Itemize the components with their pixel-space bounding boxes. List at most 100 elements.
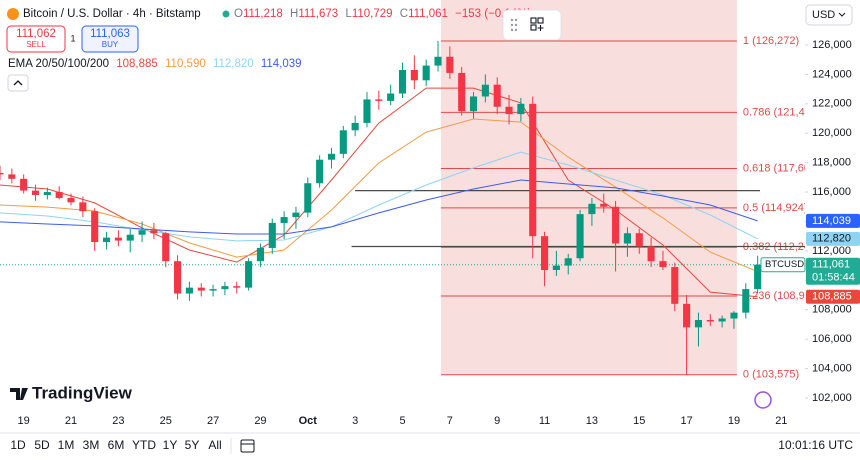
candle-body (623, 233, 631, 244)
candle-body (694, 320, 703, 328)
sell-label[interactable]: SELL (26, 40, 46, 49)
range-button[interactable]: 5Y (185, 438, 200, 452)
candle-body (197, 287, 205, 291)
market-status (222, 10, 230, 18)
fib-label: 0.786 (121,415) (743, 106, 821, 118)
candle-body (245, 261, 253, 288)
range-button[interactable]: All (208, 438, 221, 452)
ohlc-key: H (290, 8, 298, 20)
candle-body (635, 233, 643, 247)
y-tick-label: 118,000 (812, 157, 851, 169)
candle-body (91, 211, 99, 243)
candle-body (102, 237, 111, 243)
x-tick-label: 7 (447, 415, 453, 427)
replay-icon[interactable] (754, 391, 772, 409)
drag-handle[interactable] (510, 18, 518, 32)
candle-body (647, 246, 655, 262)
candle-body (233, 286, 241, 288)
candle-body (0, 172, 4, 175)
floating-toolbar[interactable] (502, 9, 562, 41)
fib-label: 0.5 (114,924) (743, 202, 808, 214)
fib-shade (440, 0, 737, 375)
buy-label[interactable]: BUY (102, 40, 119, 49)
buy-button[interactable]: 111,063 BUY (81, 25, 139, 53)
candle-body (375, 99, 383, 101)
candle-body (718, 318, 726, 322)
indicator-value: 110,590 (165, 58, 206, 70)
y-tick-label: 116,000 (812, 186, 851, 198)
logo-text[interactable]: TradingView (32, 383, 133, 402)
candle-body (256, 247, 264, 262)
dropdown-arrow (838, 12, 846, 17)
price-badge (806, 213, 860, 228)
countdown: 01:58:44 (812, 272, 855, 284)
indicator-value: 112,820 (213, 58, 254, 70)
candle-body (221, 286, 229, 290)
candle-body (671, 267, 679, 304)
y-tick-label: 112,000 (812, 245, 851, 257)
template-icon[interactable] (530, 17, 544, 31)
plot-area: 1 (126,272) 0.786 (121,415) 0.618 (117,602… (0, 0, 821, 381)
candle-body (304, 183, 312, 213)
range-button[interactable]: 3M (83, 438, 100, 452)
candle-body (351, 122, 359, 131)
current-symbol: BTCUSD (765, 259, 804, 270)
price-axis-bg (805, 0, 860, 410)
sell-box[interactable] (6, 25, 66, 53)
ohlc-value: 111,218 (243, 8, 283, 20)
sell-price[interactable]: 111,062 (16, 28, 56, 40)
y-tick-label: 104,000 (812, 362, 852, 374)
candle-body (280, 217, 288, 223)
candle-body (706, 320, 714, 322)
candle-body (576, 214, 584, 259)
range-button[interactable]: 1M (58, 438, 75, 452)
price-badge (806, 231, 860, 246)
candle-body (469, 96, 478, 112)
range-button[interactable]: 1Y (163, 438, 178, 452)
y-tick-label: 120,000 (812, 127, 852, 139)
candle-body (541, 236, 549, 270)
range-button[interactable]: 6M (108, 438, 125, 452)
collapse-button[interactable] (7, 74, 29, 92)
ema-line (0, 118, 758, 273)
candle-body (529, 103, 537, 237)
candle-body (493, 84, 501, 107)
x-tick-label: 29 (254, 415, 266, 427)
candle-body (339, 130, 347, 154)
indicator-value: 108,885 (116, 58, 158, 70)
candle-body (754, 264, 762, 290)
candle-body (730, 312, 738, 319)
candle-body (683, 303, 691, 328)
fib-label: 0 (103,575) (743, 369, 799, 381)
logo[interactable]: TradingView (10, 383, 133, 402)
symbol-title[interactable]: Bitcoin / U.S. Dollar · 4h · Bitstamp (23, 8, 201, 20)
x-tick-label: 17 (680, 415, 692, 427)
dropdown-box[interactable] (805, 4, 853, 26)
currency-dropdown[interactable]: USD (805, 4, 853, 26)
range-button[interactable]: YTD (132, 438, 156, 452)
candle-body (114, 237, 122, 241)
currency[interactable]: USD (812, 9, 835, 21)
x-tick-label: 3 (352, 415, 358, 427)
candle-body (185, 287, 193, 294)
candle-body (434, 56, 442, 66)
range-button[interactable]: 5D (34, 438, 50, 452)
current-price-badge (806, 257, 860, 285)
calendar-icon[interactable] (240, 439, 255, 453)
range-button[interactable]: 1D (10, 438, 26, 452)
candle-body (31, 190, 40, 195)
indicator-legend[interactable]: EMA 20/50/100/200 108,885 110,590 112,82… (8, 58, 302, 70)
candle-body (446, 56, 454, 73)
buy-box[interactable] (81, 25, 139, 53)
candle-body (20, 178, 28, 191)
chevron-icon (13, 80, 23, 86)
calendar-button[interactable] (230, 438, 255, 454)
x-tick-label: 27 (207, 415, 219, 427)
fib-label: 1 (126,272) (743, 35, 799, 47)
price-badge (806, 289, 860, 304)
collapse-box[interactable] (7, 74, 29, 92)
x-tick-label: Oct (299, 415, 318, 427)
buy-price[interactable]: 111,063 (90, 28, 130, 40)
sell-button[interactable]: 111,062 SELL (6, 25, 66, 53)
